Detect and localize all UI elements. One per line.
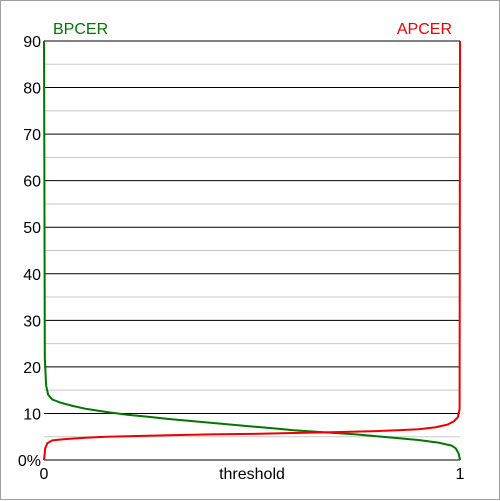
y-tick-label: 20 <box>23 360 41 377</box>
x-tick-label: 1 <box>456 466 465 483</box>
series-line-bpcer <box>43 40 461 461</box>
y-tick-label: 10 <box>23 406 41 423</box>
y-tick-label: 90 <box>23 34 41 51</box>
series-line-apcer <box>43 40 461 461</box>
grid-lines <box>44 40 460 438</box>
y-tick-label: 60 <box>23 174 41 191</box>
legend-apcer: APCER <box>397 21 452 38</box>
y-tick-label: 70 <box>23 127 41 144</box>
axes: 0% 10 20 30 40 50 60 70 80 90 0 1 <box>18 34 465 483</box>
y-tick-label: 0% <box>18 453 41 470</box>
x-tick-label: 0 <box>40 466 49 483</box>
y-tick-label: 80 <box>23 81 41 98</box>
y-tick-label: 30 <box>23 313 41 330</box>
axis-labels: BPCER APCER threshold <box>53 21 452 483</box>
legend-bpcer: BPCER <box>53 21 108 38</box>
y-tick-label: 50 <box>23 220 41 237</box>
series-lines <box>43 40 461 461</box>
x-axis-label: threshold <box>219 466 285 483</box>
y-tick-label: 40 <box>23 267 41 284</box>
